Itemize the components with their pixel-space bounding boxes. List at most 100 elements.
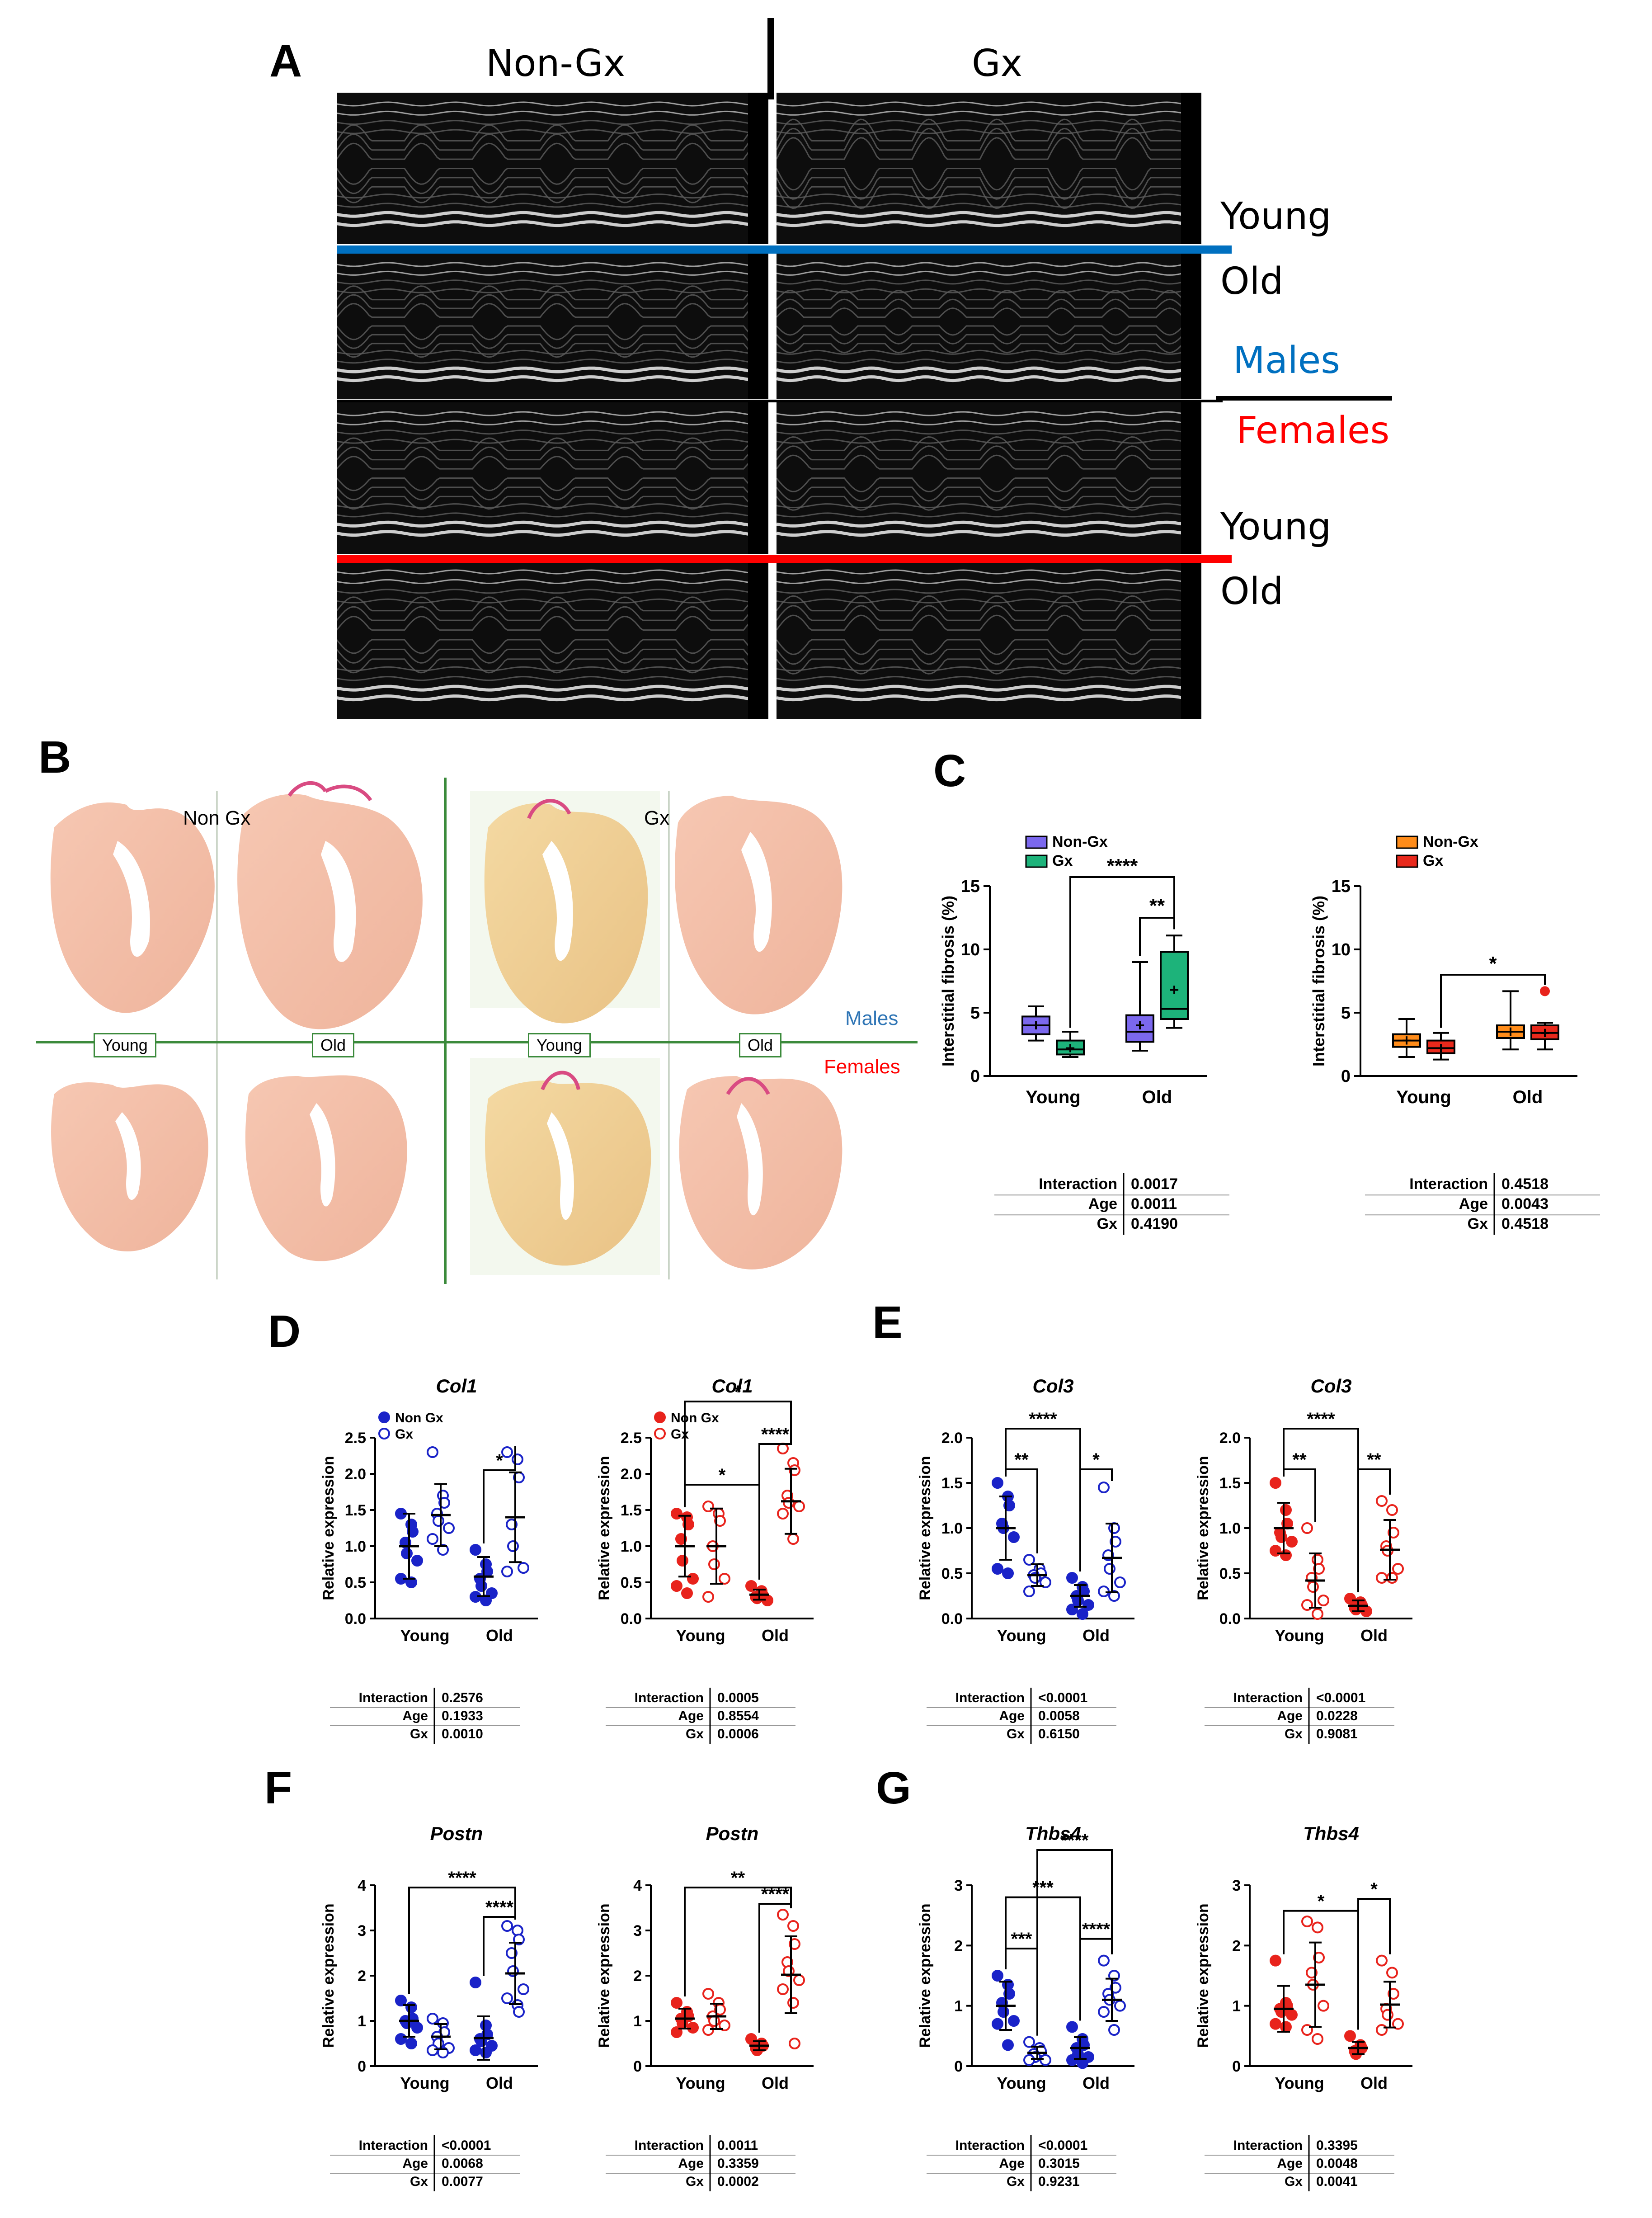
stats-label: Gx <box>410 2174 428 2189</box>
echo-band <box>777 359 1184 364</box>
echo-band <box>337 334 750 349</box>
data-point <box>507 1965 519 1977</box>
stats-label: Gx <box>1097 1215 1117 1232</box>
panel-label-c: C <box>933 746 966 796</box>
data-point <box>501 1992 513 2004</box>
data-point <box>793 1974 805 1986</box>
data-point <box>1066 1572 1078 1584</box>
label-old-females: Old <box>1220 570 1284 613</box>
echo-band <box>337 186 750 203</box>
data-point <box>1392 2018 1404 2030</box>
data-point <box>1388 1527 1399 1538</box>
echo-trace <box>777 402 1201 554</box>
echo-band <box>777 477 1183 492</box>
data-point <box>1286 2009 1298 2021</box>
data-point <box>714 1515 726 1527</box>
sig-bracket <box>1079 1468 1113 1571</box>
y-tick-label: 0 <box>358 2058 366 2075</box>
echo-band <box>337 606 750 621</box>
echo-band <box>777 530 1184 537</box>
sig-label: * <box>734 1382 742 1402</box>
y-tick-label: 15 <box>1332 877 1351 896</box>
echo-band <box>777 137 1183 160</box>
data-point <box>1077 1608 1088 1620</box>
echo-band <box>777 420 1184 425</box>
chart-d-col1-females: Col1 0.0 0.5 1.0 1.5 2.0 2.5 Relative expressio… <box>596 1375 814 1744</box>
echo-scale-bar <box>1181 561 1201 719</box>
sig-label: **** <box>1307 1409 1335 1429</box>
echo-band <box>337 142 750 160</box>
chart-title: Postn <box>706 1823 759 1844</box>
echo-mmode-image <box>337 253 768 399</box>
echo-band <box>337 279 749 285</box>
y-tick-label: 3 <box>358 1922 366 1940</box>
header-non-gx: Non-Gx <box>486 42 626 85</box>
echo-band <box>777 436 1183 451</box>
echo-scale-bar <box>1181 402 1201 554</box>
y-tick-label: 5 <box>970 1004 980 1023</box>
chart-title: Col1 <box>711 1375 753 1397</box>
sig-bracket <box>684 1401 792 1507</box>
sig-label: * <box>1489 953 1497 975</box>
stats-label: Interaction <box>955 2138 1025 2153</box>
echo-scale-bar <box>748 93 768 244</box>
data-point <box>1280 2021 1292 2033</box>
data-point <box>1023 2054 1035 2066</box>
legend-marker <box>654 1428 666 1439</box>
echo-band <box>777 120 1184 125</box>
x-tick-label: Old <box>762 2074 789 2092</box>
echo-band <box>777 666 1184 671</box>
echo-band <box>337 262 749 267</box>
data-point <box>702 1591 714 1603</box>
echo-band <box>337 203 749 208</box>
legend-label: Non-Gx <box>1423 833 1478 850</box>
echo-band <box>777 101 1184 107</box>
data-point <box>1023 1554 1035 1566</box>
data-point <box>777 1443 789 1454</box>
echo-band <box>337 110 749 116</box>
data-point <box>401 1548 413 1559</box>
sig-label: ** <box>731 1868 745 1888</box>
chart-e-col3-males: Col3 0.0 0.5 1.0 1.5 2.0 Relative expression Yo… <box>917 1375 1134 1744</box>
sig-bracket <box>758 1442 792 1580</box>
data-point <box>1083 1599 1094 1611</box>
stats-label: Age <box>1088 1195 1117 1213</box>
data-point <box>675 1533 687 1545</box>
echo-band <box>337 420 749 425</box>
data-point <box>1275 1531 1287 1543</box>
echo-band <box>777 118 1183 142</box>
echo-band <box>777 569 1184 575</box>
data-point <box>1376 1954 1388 1967</box>
y-tick-label: 0.5 <box>1219 1565 1241 1582</box>
stats-value: 0.0058 <box>1038 1708 1080 1723</box>
echo-band <box>777 684 1184 692</box>
echo-band <box>777 193 1184 199</box>
echo-band <box>337 270 749 276</box>
echo-band <box>777 486 1183 502</box>
echo-band <box>337 589 749 594</box>
data-point <box>1002 2039 1014 2051</box>
data-point <box>992 1563 1003 1575</box>
stats-value: <0.0001 <box>1038 1690 1087 1705</box>
echo-scale-bar <box>748 253 768 399</box>
x-tick-label: Young <box>1396 1087 1451 1107</box>
data-point <box>513 2006 525 2018</box>
stats-label: Interaction <box>359 1690 428 1705</box>
echo-band <box>337 496 750 510</box>
data-point <box>671 1580 682 1592</box>
echo-band <box>777 445 1183 461</box>
chart-title: Col1 <box>436 1375 477 1397</box>
echo-band <box>777 639 1183 655</box>
data-point <box>1108 1590 1120 1602</box>
stats-label: Gx <box>1285 2174 1303 2189</box>
echo-band <box>777 676 1184 681</box>
data-point <box>783 1497 795 1509</box>
sig-bracket <box>1036 1849 1113 2036</box>
echo-band <box>777 648 1183 665</box>
echo-band <box>777 614 1183 631</box>
stats-value: 0.0077 <box>442 2174 483 2189</box>
box <box>1426 1039 1455 1054</box>
chart-title: Col3 <box>1310 1375 1351 1397</box>
echo-trace <box>337 93 768 244</box>
y-tick-label: 0 <box>633 2058 642 2075</box>
